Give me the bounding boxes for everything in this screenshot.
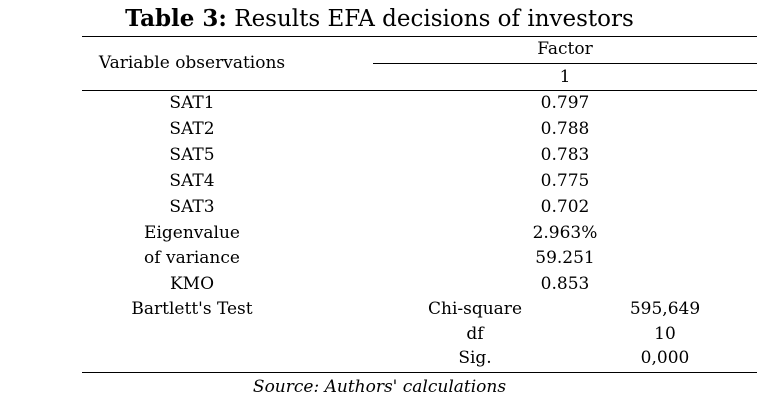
bartlett-chi-square-name: Chi-square xyxy=(427,299,522,319)
table-title-text: Results EFA decisions of investors xyxy=(226,6,634,32)
table-source-note: Source: Authors' calculations xyxy=(252,377,507,397)
row-label-sat3: SAT3 xyxy=(169,197,215,217)
row-label-sat1: SAT1 xyxy=(169,93,215,113)
table-title-label: Table 3: xyxy=(125,5,227,32)
row-value-sat5: 0.783 xyxy=(540,145,590,165)
bartlett-df-name: df xyxy=(466,324,484,344)
row-value-sat1: 0.797 xyxy=(540,93,590,113)
row-label-sat5: SAT5 xyxy=(169,145,215,165)
row-value-sat3: 0.702 xyxy=(540,197,590,217)
factor-rule xyxy=(373,63,757,64)
bartlett-label: Bartlett's Test xyxy=(131,299,253,319)
factor-number: 1 xyxy=(559,67,571,87)
factor-header: Factor xyxy=(537,39,593,59)
bottom-rule xyxy=(82,372,757,373)
bartlett-chi-square-value: 595,649 xyxy=(629,299,701,319)
row-value-sat4: 0.775 xyxy=(540,171,590,191)
header-rule xyxy=(82,90,757,91)
bartlett-sig-value: 0,000 xyxy=(640,348,690,368)
top-rule xyxy=(82,36,757,37)
row-value-kmo: 0.853 xyxy=(540,274,590,294)
bartlett-sig-name: Sig. xyxy=(458,348,492,368)
table-title: Table 3: Results EFA decisions of invest… xyxy=(0,4,759,34)
row-value-sat2: 0.788 xyxy=(540,119,590,139)
bartlett-df-value: 10 xyxy=(654,324,676,344)
row-label-eigenvalue: Eigenvalue xyxy=(144,223,240,243)
row-label-variance: of variance xyxy=(144,248,240,268)
row-label-sat2: SAT2 xyxy=(169,119,215,139)
row-value-eigenvalue: 2.963% xyxy=(532,223,598,243)
variable-observations-header: Variable observations xyxy=(98,53,286,73)
row-label-sat4: SAT4 xyxy=(169,171,215,191)
row-value-variance: 59.251 xyxy=(535,248,595,268)
row-label-kmo: KMO xyxy=(169,274,215,294)
